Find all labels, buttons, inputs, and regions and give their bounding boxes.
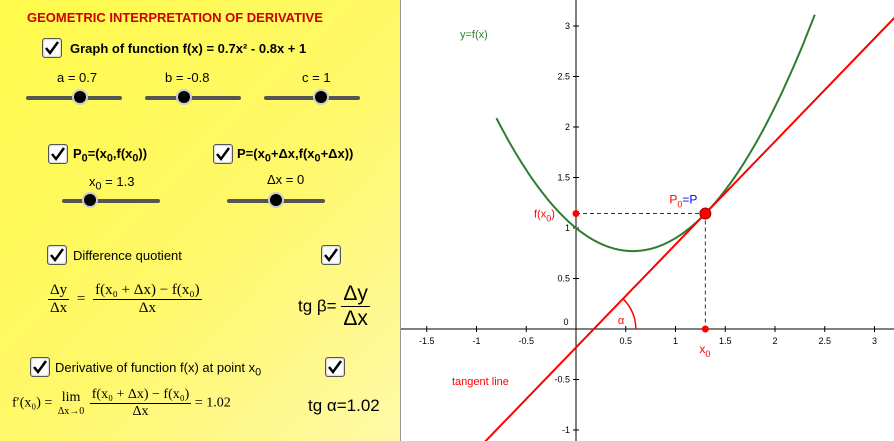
y-tick-label: 2.5 [557, 72, 570, 82]
tangent-label: tangent line [452, 376, 509, 388]
slider-dx-label: Δx = 0 [267, 172, 305, 187]
slider-dx[interactable] [227, 194, 325, 206]
derivative-checkbox[interactable] [30, 357, 50, 377]
x-tick-label: 1.5 [719, 336, 732, 346]
x-tick-label: -0.5 [518, 336, 534, 346]
check-icon [216, 147, 231, 162]
slider-c-label: c = 1 [302, 70, 331, 85]
x0-label: x0 [699, 342, 710, 359]
check-icon [324, 248, 339, 263]
derivative-formula: f′(x₀) = lim Δx→0 f(x₀ + Δx) − f(x₀) Δx = … [12, 387, 231, 419]
alpha-label: α [618, 315, 625, 327]
slider-dx-handle[interactable] [270, 194, 282, 206]
difference-quotient-label: Difference quotient [73, 248, 182, 263]
x-tick-label: 2.5 [818, 336, 831, 346]
x0-point [701, 325, 709, 333]
graph-checkbox-label: Graph of function f(x) = 0.7x² - 0.8x + … [70, 41, 307, 56]
y-tick-label: 0.5 [557, 274, 570, 284]
slider-a-label: a = 0.7 [57, 70, 98, 85]
function-curve [495, 14, 816, 253]
x-tick-label: 0 [563, 317, 568, 327]
difference-quotient-formula: Δy Δx = f(x₀ + Δx) − f(x₀) Δx [48, 282, 202, 316]
check-icon [33, 360, 48, 375]
tg-alpha-checkbox[interactable] [325, 357, 345, 377]
slider-b-label: b = -0.8 [165, 70, 210, 85]
fx0-label: f(x0) [534, 209, 555, 224]
fx0-point [572, 210, 580, 218]
slider-a-handle[interactable] [74, 91, 86, 103]
curve-label: y=f(x) [460, 29, 488, 41]
slider-b[interactable] [145, 91, 241, 103]
slider-x0-label: x0 = 1.3 [89, 174, 135, 193]
tg-alpha-value: tg α=1.02 [308, 396, 380, 415]
p0-checkbox-label: P0=(x0,f(x0)) [73, 146, 148, 165]
y-tick-label: 2 [565, 122, 570, 132]
graph-panel[interactable]: -1.5 -1 -0.5 0 0.5 1 1.5 2 2.5 3 -1 -0.5 0.5 1 1.5 2 2.5… [401, 0, 894, 441]
check-icon [50, 248, 65, 263]
y-tick-label: -1 [562, 425, 570, 435]
x-tick-label: -1.5 [419, 336, 435, 346]
tg-beta-checkbox[interactable] [321, 245, 341, 265]
slider-c-handle[interactable] [315, 91, 327, 103]
slider-x0[interactable] [62, 194, 160, 206]
y-tick-label: -0.5 [554, 375, 570, 385]
p0-equals-p-label: P0=P [669, 193, 697, 210]
slider-b-handle[interactable] [178, 91, 190, 103]
graph-canvas[interactable]: -1.5 -1 -0.5 0 0.5 1 1.5 2 2.5 3 -1 -0.5 0.5 1 1.5 2 2.5… [401, 0, 894, 441]
y-tick-label: 1 [565, 223, 570, 233]
alpha-arc [622, 298, 637, 330]
y-tick-label: 1.5 [557, 173, 570, 183]
check-icon [328, 360, 343, 375]
slider-c[interactable] [264, 91, 360, 103]
panel-title: GEOMETRIC INTERPRETATION OF DERIVATIVE [27, 10, 323, 25]
check-icon [45, 41, 60, 56]
x-tick-label: 0.5 [619, 336, 632, 346]
x-tick-label: 1 [673, 336, 678, 346]
slider-a[interactable] [26, 91, 122, 103]
y-tick-label: 3 [565, 21, 570, 31]
slider-x0-handle[interactable] [84, 194, 96, 206]
control-panel: GEOMETRIC INTERPRETATION OF DERIVATIVE G… [0, 0, 401, 441]
difference-quotient-checkbox[interactable] [47, 245, 67, 265]
check-icon [51, 147, 66, 162]
p0-point [699, 207, 712, 220]
p-checkbox-label: P=(x0+Δx,f(x0+Δx)) [237, 146, 354, 165]
tg-beta-formula: tg β= Δy Δx [298, 282, 370, 330]
p0-checkbox[interactable] [48, 144, 68, 164]
x-tick-label: 2 [772, 336, 777, 346]
x-tick-label: 3 [872, 336, 877, 346]
graph-checkbox[interactable] [42, 38, 62, 58]
p-checkbox[interactable] [213, 144, 233, 164]
derivative-label: Derivative of function f(x) at point x0 [55, 360, 262, 379]
x-tick-label: -1 [472, 336, 480, 346]
tangent-line [484, 16, 894, 441]
